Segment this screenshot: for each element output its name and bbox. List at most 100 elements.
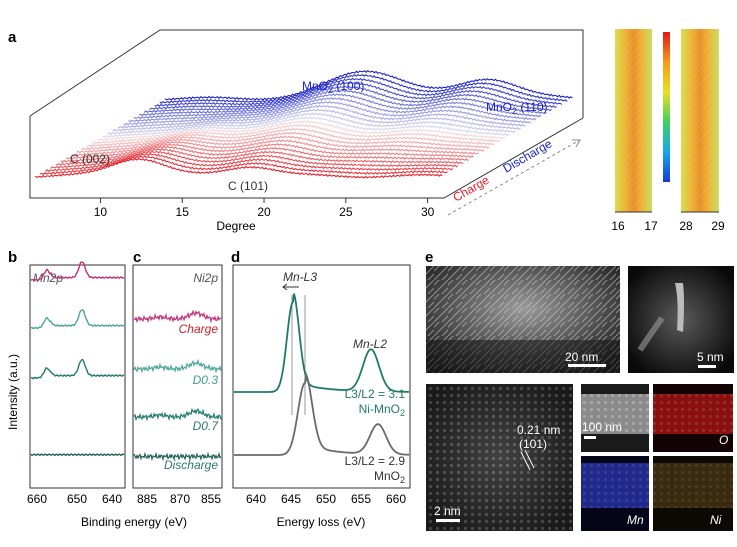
ni2p-trace (133, 309, 222, 324)
panel-d-xtick-5: 660 (386, 492, 406, 506)
eds-label-o: O (719, 433, 728, 447)
contour-left-tick-2: 17 (644, 219, 658, 233)
scale-bar-3 (436, 519, 460, 522)
contour-map-left-texture (615, 29, 652, 212)
panel-e-label: e (425, 249, 433, 266)
waterfall-trace (86, 127, 495, 148)
panel-a-xlabel: Degree (216, 219, 256, 233)
eds-label-ni: Ni (710, 513, 722, 527)
panel-c-xtick-3: 855 (201, 492, 221, 506)
waterfall-trace (65, 142, 474, 160)
panel-d-xlabel: Energy loss (eV) (277, 515, 366, 529)
contour-left-tick-1: 16 (611, 219, 625, 233)
panel-c-frame (132, 264, 223, 489)
panel-a-label: a (8, 29, 17, 46)
waterfall-trace (123, 100, 532, 126)
contour-map-right-texture (681, 29, 719, 212)
panel-d-xtick-2: 645 (281, 492, 301, 506)
annotation-c002: C (002) (70, 152, 110, 166)
waterfall-trace (128, 96, 537, 123)
panel-d-xtick-4: 655 (351, 492, 371, 506)
panel-d-xtick-1: 640 (246, 492, 266, 506)
waterfall-trace (40, 155, 448, 176)
mn2p-trace (30, 358, 125, 380)
panel-d-xtick-3: 650 (316, 492, 336, 506)
cycle-arrow (447, 139, 581, 216)
panel-a-xtick: 30 (421, 205, 435, 219)
contour-right-tick-1: 28 (679, 219, 693, 233)
waterfall-trace (81, 131, 490, 151)
waterfall-trace (164, 69, 573, 101)
panel-d-title-right: Mn-L2 (353, 337, 387, 351)
panel-b-xtick-1: 660 (27, 492, 47, 506)
mn2p-trace (30, 453, 125, 457)
panel-b-xtick-2: 650 (67, 492, 87, 506)
waterfall-trace (60, 145, 469, 163)
panel-b-frame (29, 264, 126, 489)
ni2p-trace (133, 407, 222, 422)
scale-label-3: 2 nm (434, 504, 461, 518)
panel-c-label-d07: D0.7 (193, 419, 220, 433)
panel-c-title: Ni2p (193, 271, 218, 285)
panel-d-title: Mn-L3 (283, 270, 317, 284)
contour-right-tick-2: 29 (711, 219, 725, 233)
panel-c-label-charge: Charge (179, 322, 219, 336)
waterfall-trace (117, 104, 526, 129)
waterfall-trace (154, 77, 563, 107)
sem-image-nanowires (426, 266, 620, 373)
lattice-plane: (101) (519, 437, 547, 451)
panel-d-label: d (231, 249, 240, 266)
ratio-ni-mno2: L3/L2 = 3.1 (345, 387, 406, 401)
cycle-arrowhead (572, 139, 581, 148)
panel-c-xtick-1: 885 (137, 492, 157, 506)
eels-trace (234, 370, 409, 456)
panel-c-label-d03: D0.3 (193, 373, 219, 387)
sample-mno2: MnO2 (374, 469, 405, 485)
panel-b-traces (30, 261, 125, 457)
annotation-mno2-100: MnO2 (100) (302, 79, 364, 95)
scale-label-1: 20 nm (565, 350, 598, 364)
annotation-charge: Charge (451, 173, 492, 205)
panel-a-x-axis: 10 15 20 25 30 (30, 197, 444, 219)
waterfall-trace (76, 135, 485, 154)
waterfall-trace (45, 152, 454, 173)
waterfall-trace (143, 85, 552, 113)
eels-trace (234, 293, 409, 393)
waterfall-trace (149, 81, 557, 110)
panel-a-xtick: 10 (94, 205, 108, 219)
panel-b-ylabel: Intensity (a.u.) (6, 354, 20, 430)
ratio-mno2: L3/L2 = 2.9 (345, 454, 406, 468)
tem-image-single-wire (628, 266, 734, 373)
panel-a-xtick: 15 (176, 205, 190, 219)
annotation-mno2-110: MnO2 (110) (486, 100, 548, 116)
waterfall-trace (97, 120, 506, 141)
eds-map-haadf (581, 384, 649, 452)
panel-d-traces (234, 293, 409, 456)
scale-bar-4 (584, 436, 596, 439)
waterfall-trace (159, 73, 568, 105)
panel-b-xtick-3: 640 (102, 492, 122, 506)
scale-bar-1 (568, 364, 606, 367)
scale-label-2: 5 nm (697, 350, 724, 364)
panel-c-label: c (133, 249, 141, 266)
waterfall-trace (138, 89, 547, 117)
waterfall-trace (102, 116, 511, 138)
eds-label-mn: Mn (627, 513, 644, 527)
eds-map-ni (653, 456, 733, 531)
hrtem-image (426, 384, 573, 531)
waterfall-trace (107, 112, 516, 135)
ni2p-trace (133, 358, 222, 374)
eds-map-o (653, 384, 733, 452)
scale-label-4: 100 nm (582, 420, 622, 434)
mn2p-trace (30, 309, 125, 330)
eds-map-mn (581, 456, 649, 531)
lattice-spacing: 0.21 nm (517, 423, 560, 437)
waterfall-trace (34, 157, 443, 179)
panel-c-xtick-2: 870 (170, 492, 190, 506)
scale-bar-2 (698, 365, 716, 368)
binding-energy-label: Binding energy (eV) (81, 515, 187, 529)
panel-c-label-discharge: Discharge (164, 458, 218, 472)
panel-b-title: Mn2p (33, 271, 63, 285)
panel-b-label: b (8, 249, 17, 266)
